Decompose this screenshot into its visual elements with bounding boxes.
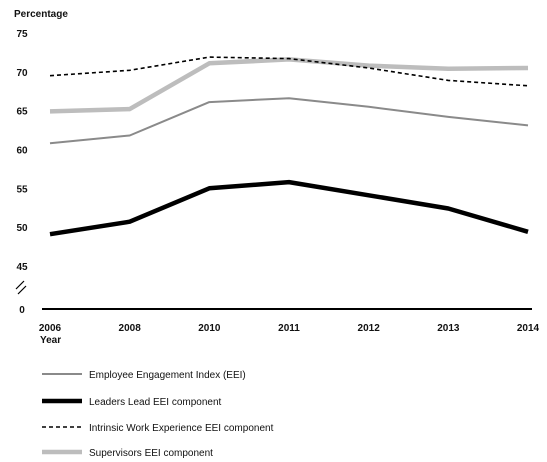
axis-break-stroke — [15, 280, 25, 290]
y-tick-label: 55 — [16, 184, 28, 195]
x-tick-label: 2011 — [278, 323, 300, 334]
y-tick-labels: 0 45 50 55 60 65 70 75 — [16, 29, 28, 316]
y-tick-label: 75 — [16, 29, 28, 40]
series-line-2 — [49, 56, 529, 87]
y-tick-label: 45 — [16, 262, 28, 273]
legend-label: Intrinsic Work Experience EEI component — [89, 423, 274, 434]
y-tick-label: 60 — [16, 146, 28, 157]
legend-label: Leaders Lead EEI component — [89, 397, 222, 408]
y-tick-label: 65 — [16, 107, 28, 118]
axis-break-stroke — [17, 285, 27, 295]
x-tick-label: 2010 — [198, 323, 221, 334]
x-tick-label: 2012 — [358, 323, 381, 334]
y-tick-label: 0 — [19, 305, 25, 316]
series-line-3 — [49, 57, 529, 114]
x-tick-label: 2013 — [437, 323, 460, 334]
x-tick-labels: 2006 2008 2010 2011 2012 2013 2014 — [39, 323, 540, 334]
legend: Employee Engagement Index (EEI) Leaders L… — [42, 370, 274, 459]
x-tick-label: 2006 — [39, 323, 62, 334]
legend-item: Employee Engagement Index (EEI) — [42, 370, 246, 381]
axis-break-icon — [15, 280, 27, 295]
legend-item: Supervisors EEI component — [42, 448, 213, 459]
y-tick-label: 50 — [16, 223, 28, 234]
legend-item: Intrinsic Work Experience EEI component — [42, 423, 274, 434]
series-lines — [49, 56, 529, 237]
series-line-0 — [49, 97, 529, 145]
x-tick-label: 2008 — [119, 323, 142, 334]
y-axis-title: Percentage — [14, 9, 68, 20]
legend-label: Supervisors EEI component — [89, 448, 213, 459]
legend-item: Leaders Lead EEI component — [42, 397, 222, 408]
series-line-1 — [49, 179, 529, 237]
legend-label: Employee Engagement Index (EEI) — [89, 370, 246, 381]
x-axis-title: Year — [40, 335, 61, 346]
x-tick-label: 2014 — [517, 323, 540, 334]
y-tick-label: 70 — [16, 68, 28, 79]
